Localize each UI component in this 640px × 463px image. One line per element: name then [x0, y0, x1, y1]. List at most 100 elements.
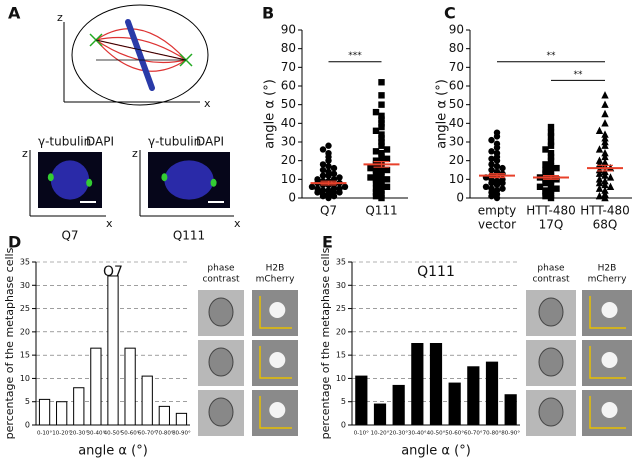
dot: [601, 119, 609, 127]
x-tick-label: 10-20°: [371, 431, 390, 437]
x-tick-label: 50-60°: [445, 431, 464, 437]
dot: [367, 174, 374, 181]
nucleus: [601, 352, 618, 368]
cell: [538, 297, 564, 327]
bar: [485, 361, 499, 426]
x-tick-label: 70-80°: [155, 431, 174, 437]
dot: [601, 193, 609, 202]
dot: [319, 166, 327, 174]
dot: [606, 173, 615, 181]
significance-label: **: [547, 51, 557, 61]
dot: [367, 164, 374, 172]
x-tick-label: 17Q: [539, 218, 564, 232]
yellow-axes: [589, 396, 626, 429]
dot: [595, 191, 604, 200]
error-bar: [373, 161, 390, 168]
dot: [372, 127, 380, 134]
y-tick-label: 25: [336, 304, 346, 313]
dot: [595, 126, 604, 134]
nucleus: [601, 302, 618, 318]
dot: [493, 178, 501, 185]
x-tick-label: 40-50°: [427, 431, 446, 437]
y-tick-label: 10: [449, 172, 464, 186]
dot: [372, 108, 380, 116]
dot: [378, 138, 385, 146]
dot: [372, 189, 380, 196]
nucleus: [269, 352, 286, 368]
dot: [482, 183, 490, 190]
y-tick-label: 80: [281, 41, 296, 55]
y-tick-label: 20: [20, 327, 30, 336]
x-tick-label: 10-20°: [52, 431, 71, 437]
dot: [378, 191, 385, 198]
column-header: H2B: [598, 264, 617, 274]
dot: [341, 183, 349, 190]
y-tick-label: 40: [449, 116, 464, 130]
dot: [547, 168, 555, 176]
bar: [38, 398, 51, 426]
x-tick-label: 70-80°: [483, 431, 502, 437]
dot: [601, 141, 609, 149]
dot: [325, 163, 332, 170]
dot: [308, 183, 316, 190]
axis-letter: x: [234, 217, 241, 230]
bar: [392, 384, 405, 426]
dot: [488, 161, 495, 168]
y-tick-label: 30: [281, 135, 296, 149]
column-header: H2B: [266, 264, 285, 274]
panel-label: A: [8, 4, 21, 23]
x-tick-label: 20-30°: [389, 431, 408, 437]
bar: [158, 405, 170, 426]
dot: [547, 187, 555, 194]
x-tick-label: 68Q: [593, 218, 618, 232]
stain-label: γ-tubulin: [38, 135, 91, 149]
dot: [547, 157, 555, 164]
dot: [601, 180, 609, 189]
dot: [488, 136, 495, 144]
column-header: mCherry: [256, 275, 296, 285]
y-tick-label: 15: [336, 351, 346, 360]
yellow-axes: [589, 346, 626, 379]
column-header: phase: [537, 264, 565, 274]
y-tick-label: 80: [449, 41, 464, 55]
y-tick-label: 20: [449, 153, 464, 167]
dot: [330, 164, 338, 172]
y-tick-label: 10: [281, 172, 296, 186]
bar: [124, 347, 136, 426]
dot: [372, 192, 380, 200]
column-header: mCherry: [588, 275, 628, 285]
dot: [601, 152, 609, 161]
dot: [547, 123, 555, 131]
cell: [538, 347, 564, 377]
x-tick-label: 20-30°: [69, 431, 88, 437]
dot: [547, 163, 555, 170]
dot: [601, 186, 609, 194]
dot: [314, 185, 321, 192]
y-tick-label: 60: [281, 79, 296, 93]
dot: [336, 185, 343, 192]
y-tick-label: 20: [281, 153, 296, 167]
dot: [325, 150, 332, 157]
x-tick-label: 50-60°: [121, 431, 140, 437]
dot: [383, 176, 391, 183]
dot: [601, 158, 609, 166]
dot: [378, 150, 385, 157]
y-tick-label: 70: [449, 60, 464, 74]
dot: [378, 79, 385, 86]
dot: [372, 179, 380, 187]
x-tick-label: 80-90°: [172, 431, 191, 437]
column-header: contrast: [532, 275, 570, 285]
yellow-axes: [259, 346, 292, 379]
dot: [378, 142, 385, 149]
dot: [383, 155, 391, 162]
y-tick-label: 5: [25, 397, 30, 406]
nucleus: [269, 302, 286, 318]
dot: [547, 138, 555, 146]
y-tick-label: 10: [336, 374, 346, 383]
tubulin-signal: [161, 173, 168, 182]
dot: [493, 140, 501, 148]
dot: [372, 148, 380, 155]
dot: [378, 116, 385, 123]
y-tick-label: 50: [281, 97, 296, 111]
